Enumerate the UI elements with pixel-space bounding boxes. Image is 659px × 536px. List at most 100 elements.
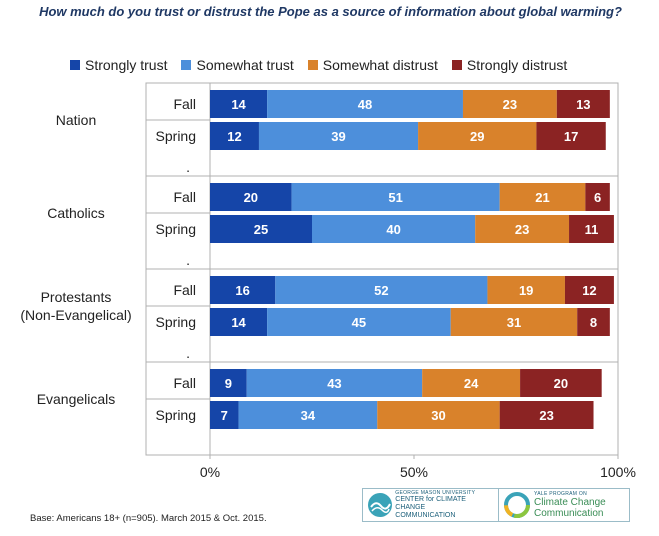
- legend-label: Somewhat trust: [196, 57, 294, 73]
- row-label: Fall: [173, 282, 196, 298]
- data-label: 40: [386, 222, 400, 237]
- bar-segment: [577, 308, 610, 336]
- data-label: 20: [554, 376, 568, 391]
- yale-line1: YALE PROGRAM ON: [534, 491, 588, 497]
- bar-segment: [210, 308, 268, 336]
- data-label: 14: [231, 315, 246, 330]
- bar-segment: [520, 369, 602, 397]
- x-tick-label: 0%: [200, 464, 220, 480]
- data-label: 43: [327, 376, 341, 391]
- data-label: 8: [590, 315, 597, 330]
- data-label: 30: [431, 408, 445, 423]
- bar-segment: [312, 215, 476, 243]
- legend-swatch: [181, 60, 192, 70]
- data-label: 13: [576, 97, 590, 112]
- bar-segment: [569, 215, 614, 243]
- bar-segment: [475, 215, 570, 243]
- legend-item: Somewhat distrust: [307, 56, 438, 74]
- row-label: Spring: [156, 128, 196, 144]
- bar-segment: [291, 183, 500, 211]
- yale-line2: Climate Change: [534, 497, 606, 508]
- data-label: 9: [225, 376, 232, 391]
- data-label: 52: [374, 283, 388, 298]
- bar-segment: [487, 276, 565, 304]
- data-label: 21: [535, 190, 549, 205]
- row-label: Fall: [173, 96, 196, 112]
- data-label: 7: [221, 408, 228, 423]
- legend-label: Strongly trust: [85, 57, 168, 73]
- chart-title: How much do you trust or distrust the Po…: [39, 4, 622, 19]
- data-label: 16: [235, 283, 249, 298]
- group-label: Protestants: [41, 289, 112, 305]
- group-label: Nation: [56, 112, 96, 128]
- bar-segment: [499, 183, 586, 211]
- row-label: Spring: [156, 221, 196, 237]
- gmu-line2: CENTER for CLIMATE CHANGE: [395, 496, 466, 511]
- row-label: Fall: [173, 375, 196, 391]
- data-label: 25: [254, 222, 268, 237]
- bar-segment: [246, 369, 423, 397]
- gmu-line1: GEORGE MASON UNIVERSITY: [395, 490, 476, 496]
- data-label: 29: [470, 129, 484, 144]
- gmu-logo: GEORGE MASON UNIVERSITY CENTER for CLIMA…: [362, 488, 500, 522]
- legend-item: Somewhat trust: [181, 56, 294, 74]
- bar-segment: [377, 401, 500, 429]
- bar-segment: [267, 308, 451, 336]
- bar-segment: [210, 369, 247, 397]
- gmu-wave-icon: [368, 493, 392, 517]
- bar-segment: [210, 90, 268, 118]
- legend-item: Strongly trust: [70, 56, 167, 74]
- bar-segment: [499, 401, 594, 429]
- data-label: 45: [352, 315, 366, 330]
- data-label: 23: [515, 222, 529, 237]
- bar-segment: [556, 90, 610, 118]
- legend-item: Strongly distrust: [451, 56, 568, 74]
- data-label: 6: [594, 190, 601, 205]
- data-label: 20: [244, 190, 258, 205]
- separator-label: .: [186, 159, 190, 175]
- row-label: Spring: [156, 407, 196, 423]
- data-label: 14: [231, 97, 246, 112]
- legend-swatch: [451, 60, 462, 70]
- data-label: 31: [507, 315, 521, 330]
- stacked-bar-chart: Nation Fall 14 48 23 13 Spring 12 39 29 17. Catholi…: [20, 82, 636, 480]
- group-label: Catholics: [47, 205, 105, 221]
- bar-segment: [418, 122, 537, 150]
- x-tick-label: 50%: [400, 464, 428, 480]
- data-label: 51: [388, 190, 402, 205]
- bar-segment: [267, 90, 463, 118]
- data-label: 48: [358, 97, 372, 112]
- bar-segment: [536, 122, 606, 150]
- data-label: 11: [585, 222, 599, 237]
- chart-legend: Strongly trust Somewhat trust Somewhat dis…: [70, 56, 581, 74]
- data-label: 39: [331, 129, 345, 144]
- bar-segment: [210, 215, 312, 243]
- bar-segment: [210, 122, 259, 150]
- data-label: 19: [519, 283, 533, 298]
- group-label: (Non-Evangelical): [20, 307, 131, 323]
- row-label: Spring: [156, 314, 196, 330]
- yale-line3: Communication: [534, 508, 604, 519]
- bar-segment: [258, 122, 419, 150]
- group-label: Evangelicals: [37, 391, 116, 407]
- legend-label: Strongly distrust: [466, 57, 568, 73]
- bar-segment: [275, 276, 488, 304]
- footnote: Base: Americans 18+ (n=905). March 2015 …: [30, 513, 267, 524]
- yale-speech-icon: [504, 492, 530, 518]
- bar-segment: [422, 369, 521, 397]
- data-label: 23: [503, 97, 517, 112]
- yale-logo: YALE PROGRAM ON Climate Change Communica…: [498, 488, 630, 522]
- legend-label: Somewhat distrust: [322, 57, 438, 73]
- bar-segment: [585, 183, 610, 211]
- bar-segment: [210, 401, 239, 429]
- legend-swatch: [70, 60, 80, 70]
- data-label: 17: [564, 129, 578, 144]
- data-label: 12: [582, 283, 596, 298]
- separator-label: .: [186, 252, 190, 268]
- row-label: Fall: [173, 189, 196, 205]
- bar-segment: [450, 308, 578, 336]
- data-label: 34: [301, 408, 316, 423]
- bar-segment: [210, 276, 276, 304]
- gmu-line3: COMMUNICATION: [395, 512, 456, 519]
- bar-segment: [210, 183, 292, 211]
